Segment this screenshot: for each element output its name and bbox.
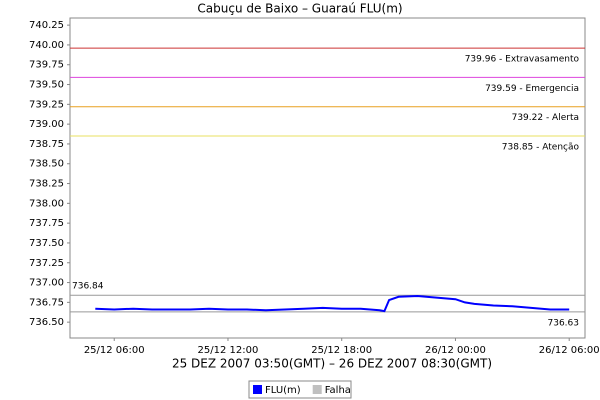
y-tick-label: 738.25	[29, 179, 64, 190]
y-tick-label: 737.50	[29, 238, 64, 249]
x-tick-label: 25/12 12:00	[198, 345, 259, 356]
y-tick-label: 737.25	[29, 258, 64, 269]
reference-label: 736.84	[72, 282, 104, 292]
y-tick-label: 737.75	[29, 218, 64, 229]
legend	[248, 380, 352, 399]
legend-label: Falha	[325, 385, 351, 396]
chart-title: Cabuçu de Baixo – Guaraú FLU(m)	[197, 2, 402, 16]
y-tick-label: 738.75	[29, 139, 64, 150]
y-tick-label: 737.00	[29, 278, 64, 289]
x-tick-label: 26/12 06:00	[539, 345, 600, 356]
y-tick-label: 739.00	[29, 119, 64, 130]
legend-swatch	[253, 385, 262, 394]
reference-label: 739.96 - Extravasamento	[465, 55, 580, 65]
plot-area	[69, 17, 586, 339]
x-tick-label: 25/12 06:00	[84, 345, 145, 356]
y-tick-label: 739.75	[29, 60, 64, 71]
y-tick-label: 736.75	[29, 297, 64, 308]
data-line	[95, 294, 570, 313]
x-tick-label: 26/12 00:00	[425, 345, 486, 356]
y-tick-label: 736.50	[29, 317, 64, 328]
legend-swatch	[312, 385, 322, 394]
reference-label: 739.22 - Alerta	[512, 113, 579, 123]
chart-subtitle: 25 DEZ 2007 03:50(GMT) – 26 DEZ 2007 08:…	[172, 357, 492, 371]
x-tick-label: 25/12 18:00	[311, 345, 372, 356]
y-tick-label: 738.00	[29, 198, 64, 209]
reference-label: 739.59 - Emergencia	[485, 84, 579, 94]
y-tick-label: 739.50	[29, 80, 64, 91]
reference-label: 738.85 - Atenção	[502, 143, 580, 153]
y-tick-label: 740.00	[29, 40, 64, 51]
legend-label: FLU(m)	[265, 385, 301, 396]
y-tick-label: 738.50	[29, 159, 64, 170]
y-tick-label: 740.25	[29, 20, 64, 31]
reference-label: 736.63	[548, 318, 580, 328]
y-tick-label: 739.25	[29, 99, 64, 110]
